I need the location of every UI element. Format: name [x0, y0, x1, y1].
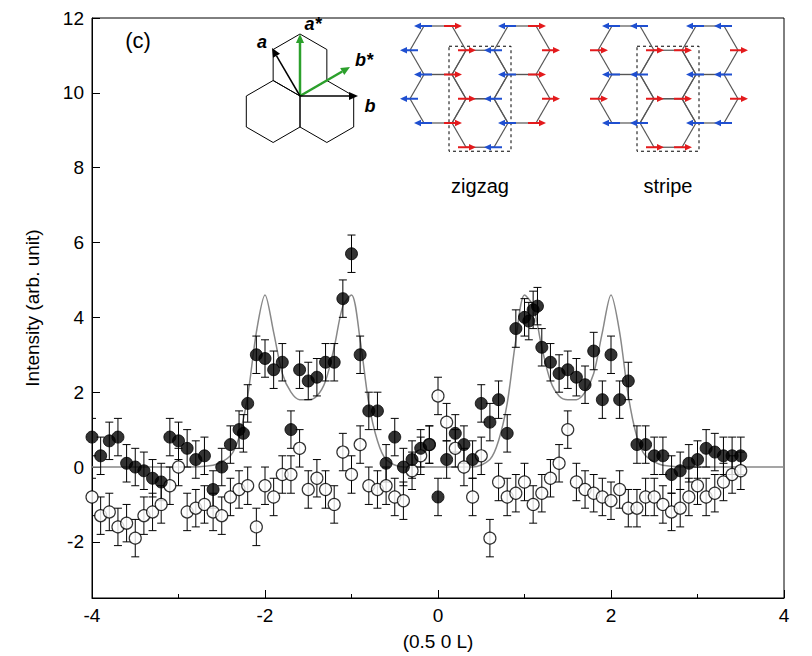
- svg-text:10: 10: [63, 82, 84, 103]
- svg-text:8: 8: [73, 157, 84, 178]
- svg-text:Intensity (arb. unit): Intensity (arb. unit): [22, 229, 43, 386]
- svg-text:0: 0: [73, 457, 84, 478]
- svg-text:2: 2: [606, 605, 617, 626]
- svg-text:6: 6: [73, 232, 84, 253]
- svg-text:-2: -2: [257, 605, 274, 626]
- svg-text:(0.5 0 L): (0.5 0 L): [403, 631, 474, 652]
- svg-text:-2: -2: [67, 531, 84, 552]
- svg-text:(c): (c): [125, 28, 151, 53]
- svg-text:b*: b*: [355, 50, 374, 70]
- svg-text:0: 0: [433, 605, 444, 626]
- svg-text:b: b: [365, 96, 376, 116]
- svg-text:zigzag: zigzag: [451, 175, 509, 197]
- svg-text:a*: a*: [304, 14, 322, 34]
- svg-text:a: a: [257, 32, 267, 52]
- svg-text:-4: -4: [84, 605, 101, 626]
- svg-text:4: 4: [779, 605, 790, 626]
- svg-text:4: 4: [73, 307, 84, 328]
- svg-text:12: 12: [63, 8, 84, 29]
- svg-text:2: 2: [73, 382, 84, 403]
- svg-text:stripe: stripe: [644, 175, 693, 197]
